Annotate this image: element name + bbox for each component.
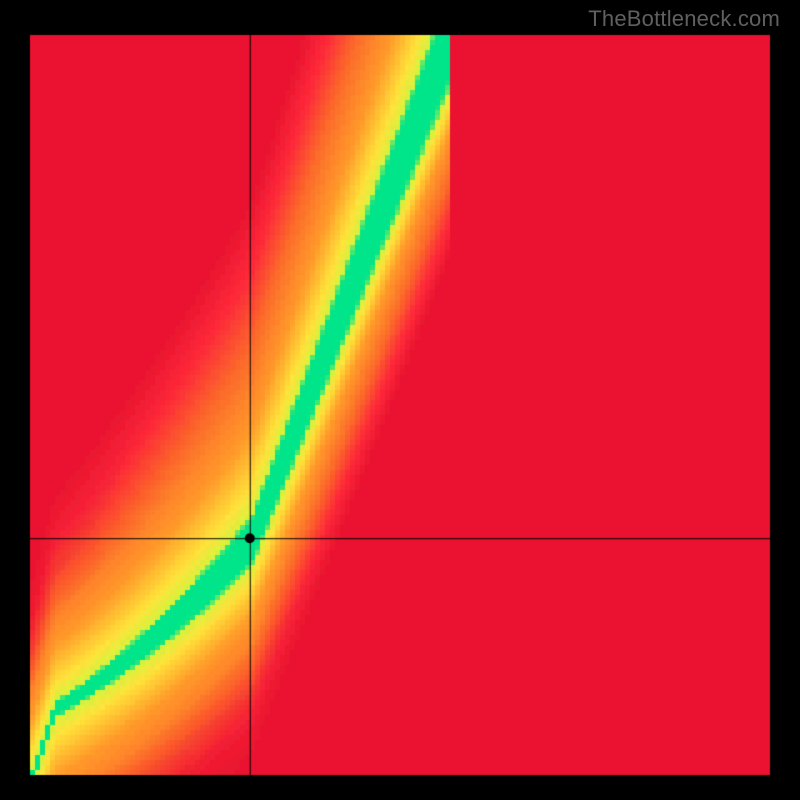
- heatmap-canvas: [0, 0, 800, 800]
- chart-container: TheBottleneck.com: [0, 0, 800, 800]
- watermark-label: TheBottleneck.com: [588, 6, 780, 32]
